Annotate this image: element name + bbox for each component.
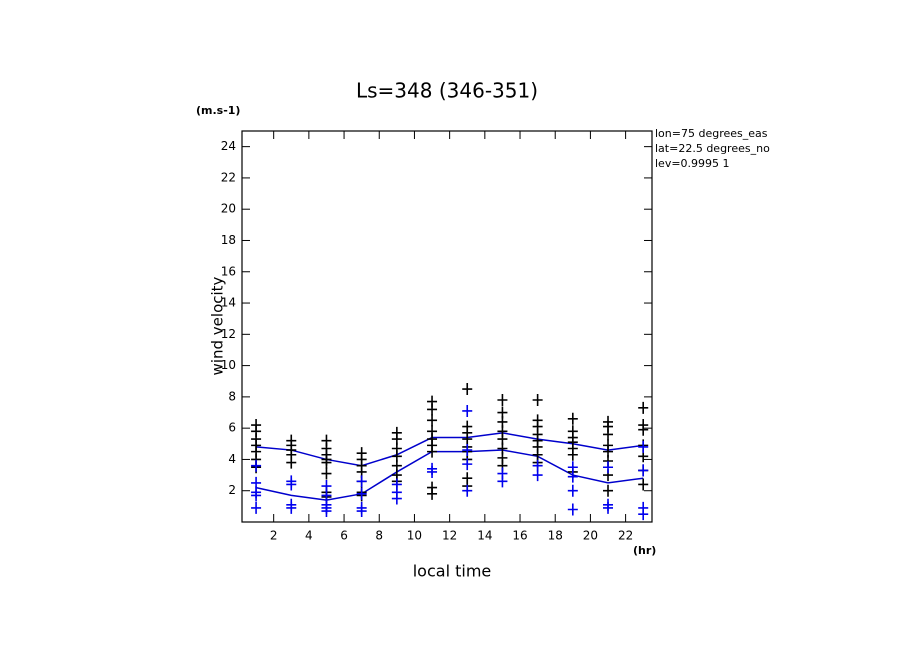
data-point	[427, 403, 438, 416]
y-tick-label: 4	[228, 452, 236, 466]
data-point	[638, 478, 649, 491]
y-tick-label: 6	[228, 421, 236, 435]
data-point	[321, 505, 332, 518]
annotation: lev=0.9995 1	[655, 157, 730, 170]
data-point	[603, 484, 614, 497]
x-tick-label: 20	[583, 529, 598, 543]
data-point	[462, 383, 473, 396]
chart-title: Ls=348 (346-351)	[356, 79, 538, 103]
x-tick-label: 14	[477, 529, 492, 543]
data-point	[286, 456, 297, 469]
data-point	[251, 501, 262, 514]
data-point	[391, 492, 402, 505]
y-tick-label: 24	[221, 139, 236, 153]
data-point	[321, 467, 332, 480]
data-point	[497, 394, 508, 407]
x-axis-label: local time	[413, 562, 492, 581]
y-tick-label: 8	[228, 389, 236, 403]
annotation: lat=22.5 degrees_no	[655, 142, 770, 155]
y-unit: (m.s-1)	[196, 104, 240, 117]
data-point	[356, 475, 367, 488]
data-point	[286, 501, 297, 514]
y-tick-label: 14	[221, 296, 236, 310]
data-point	[532, 394, 543, 407]
y-tick-label: 12	[221, 327, 236, 341]
y-tick-label: 10	[221, 358, 236, 372]
y-tick-label: 22	[221, 170, 236, 184]
x-tick-label: 22	[618, 529, 633, 543]
data-point	[567, 448, 578, 461]
data-point	[321, 456, 332, 469]
data-point	[567, 484, 578, 497]
x-unit: (hr)	[633, 544, 656, 557]
x-tick-label: 10	[407, 529, 422, 543]
data-point	[603, 428, 614, 441]
x-tick-label: 6	[340, 529, 348, 543]
y-tick-label: 2	[228, 483, 236, 497]
x-tick-label: 2	[270, 529, 278, 543]
data-point	[427, 487, 438, 500]
data-point	[497, 475, 508, 488]
data-point	[567, 503, 578, 516]
x-tick-label: 18	[548, 529, 563, 543]
data-point	[603, 501, 614, 514]
data-point	[638, 464, 649, 477]
annotations: lon=75 degrees_eas lat=22.5 degrees_no l…	[655, 127, 770, 170]
x-tick-label: 16	[512, 529, 527, 543]
annotation: lon=75 degrees_eas	[655, 127, 768, 140]
data-point	[567, 412, 578, 425]
data-point	[356, 487, 367, 500]
data-point	[532, 469, 543, 482]
series-line	[255, 449, 644, 501]
data-point	[356, 505, 367, 518]
x-tick-label: 4	[305, 529, 313, 543]
data-point	[462, 404, 473, 417]
plot-frame	[241, 130, 653, 523]
x-tick-label: 8	[375, 529, 383, 543]
data-point	[462, 458, 473, 471]
y-tick-label: 20	[221, 202, 236, 216]
data-point	[638, 401, 649, 414]
y-tick-label: 18	[221, 233, 236, 247]
data-point	[286, 478, 297, 491]
data-point	[251, 489, 262, 502]
series-line	[256, 432, 644, 467]
x-tick-label: 12	[442, 529, 457, 543]
y-axis-label: wind velocity	[209, 276, 227, 375]
y-tick-label: 16	[221, 264, 236, 278]
data-point	[462, 484, 473, 497]
data-point	[603, 461, 614, 474]
data-point	[427, 445, 438, 458]
data-point	[638, 440, 649, 453]
data-point	[638, 423, 649, 436]
data-point	[638, 508, 649, 521]
data-point	[462, 444, 473, 457]
data-point	[427, 465, 438, 478]
data-point	[251, 459, 262, 472]
data-point	[567, 470, 578, 483]
data-point	[427, 414, 438, 427]
